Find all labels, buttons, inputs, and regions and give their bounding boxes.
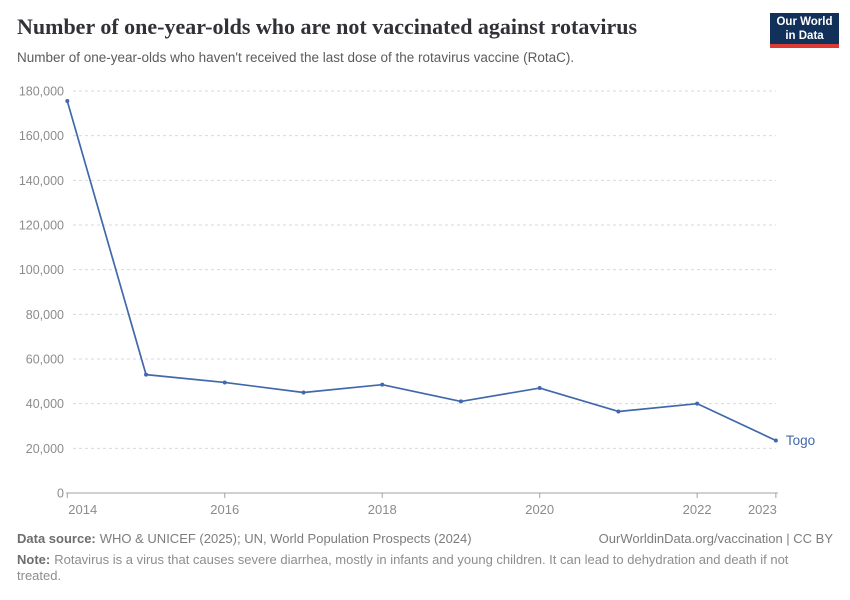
line-chart: 0 20,000 40,000 60,000 80,000 100,000 120,000 1…: [19, 85, 815, 518]
y-axis-tick-label: 0: [57, 487, 64, 501]
y-axis-tick-label: 180,000: [19, 85, 64, 99]
data-source-text: WHO & UNICEF (2025); UN, World Populatio…: [99, 531, 472, 546]
x-axis-tick-label: 2022: [683, 502, 712, 517]
data-point[interactable]: [458, 399, 463, 404]
x-axis-tick-label: 2020: [525, 502, 554, 517]
y-axis-tick-label: 160,000: [19, 129, 64, 143]
y-axis-tick-label: 20,000: [26, 442, 64, 456]
data-source: Data source: WHO & UNICEF (2025); UN, Wor…: [17, 531, 472, 547]
x-axis-tick-label: 2016: [210, 502, 239, 517]
owid-logo-line1: Our World: [776, 16, 833, 28]
page-title: Number of one-year-olds who are not vacc…: [17, 14, 638, 39]
data-point[interactable]: [222, 380, 227, 385]
series-label-togo[interactable]: Togo: [786, 433, 815, 448]
chart-footer: Data source: WHO & UNICEF (2025); UN, Wor…: [17, 531, 833, 584]
data-point[interactable]: [144, 372, 149, 377]
x-axis-tick-label: 2018: [368, 502, 397, 517]
data-point[interactable]: [537, 386, 542, 391]
note-label: Note:: [17, 552, 51, 567]
chart-subtitle: Number of one-year-olds who haven't rece…: [17, 50, 575, 65]
owid-license-link[interactable]: OurWorldinData.org/vaccination | CC BY: [598, 531, 833, 546]
data-source-label: Data source:: [17, 531, 96, 546]
data-point[interactable]: [616, 409, 621, 414]
chart-note: Note: Rotavirus is a virus that causes se…: [17, 552, 833, 584]
y-axis-tick-label: 140,000: [19, 174, 64, 188]
x-axis-tick-label: 2014: [68, 502, 97, 517]
data-point[interactable]: [695, 401, 700, 406]
y-axis-tick-label: 60,000: [26, 353, 64, 367]
owid-logo[interactable]: Our World in Data: [770, 13, 839, 48]
y-axis-tick-label: 120,000: [19, 219, 64, 233]
y-axis-tick-label: 80,000: [26, 308, 64, 322]
data-point[interactable]: [65, 99, 70, 104]
data-point[interactable]: [380, 382, 385, 387]
data-point[interactable]: [773, 438, 778, 443]
y-axis-tick-label: 40,000: [26, 397, 64, 411]
x-axis-tick-label: 2023: [748, 502, 777, 517]
data-point[interactable]: [301, 390, 306, 395]
y-axis-tick-label: 100,000: [19, 263, 64, 277]
line-series-togo: [66, 100, 777, 442]
note-text: Rotavirus is a virus that causes severe …: [17, 552, 789, 583]
owid-logo-line2: in Data: [785, 30, 824, 42]
